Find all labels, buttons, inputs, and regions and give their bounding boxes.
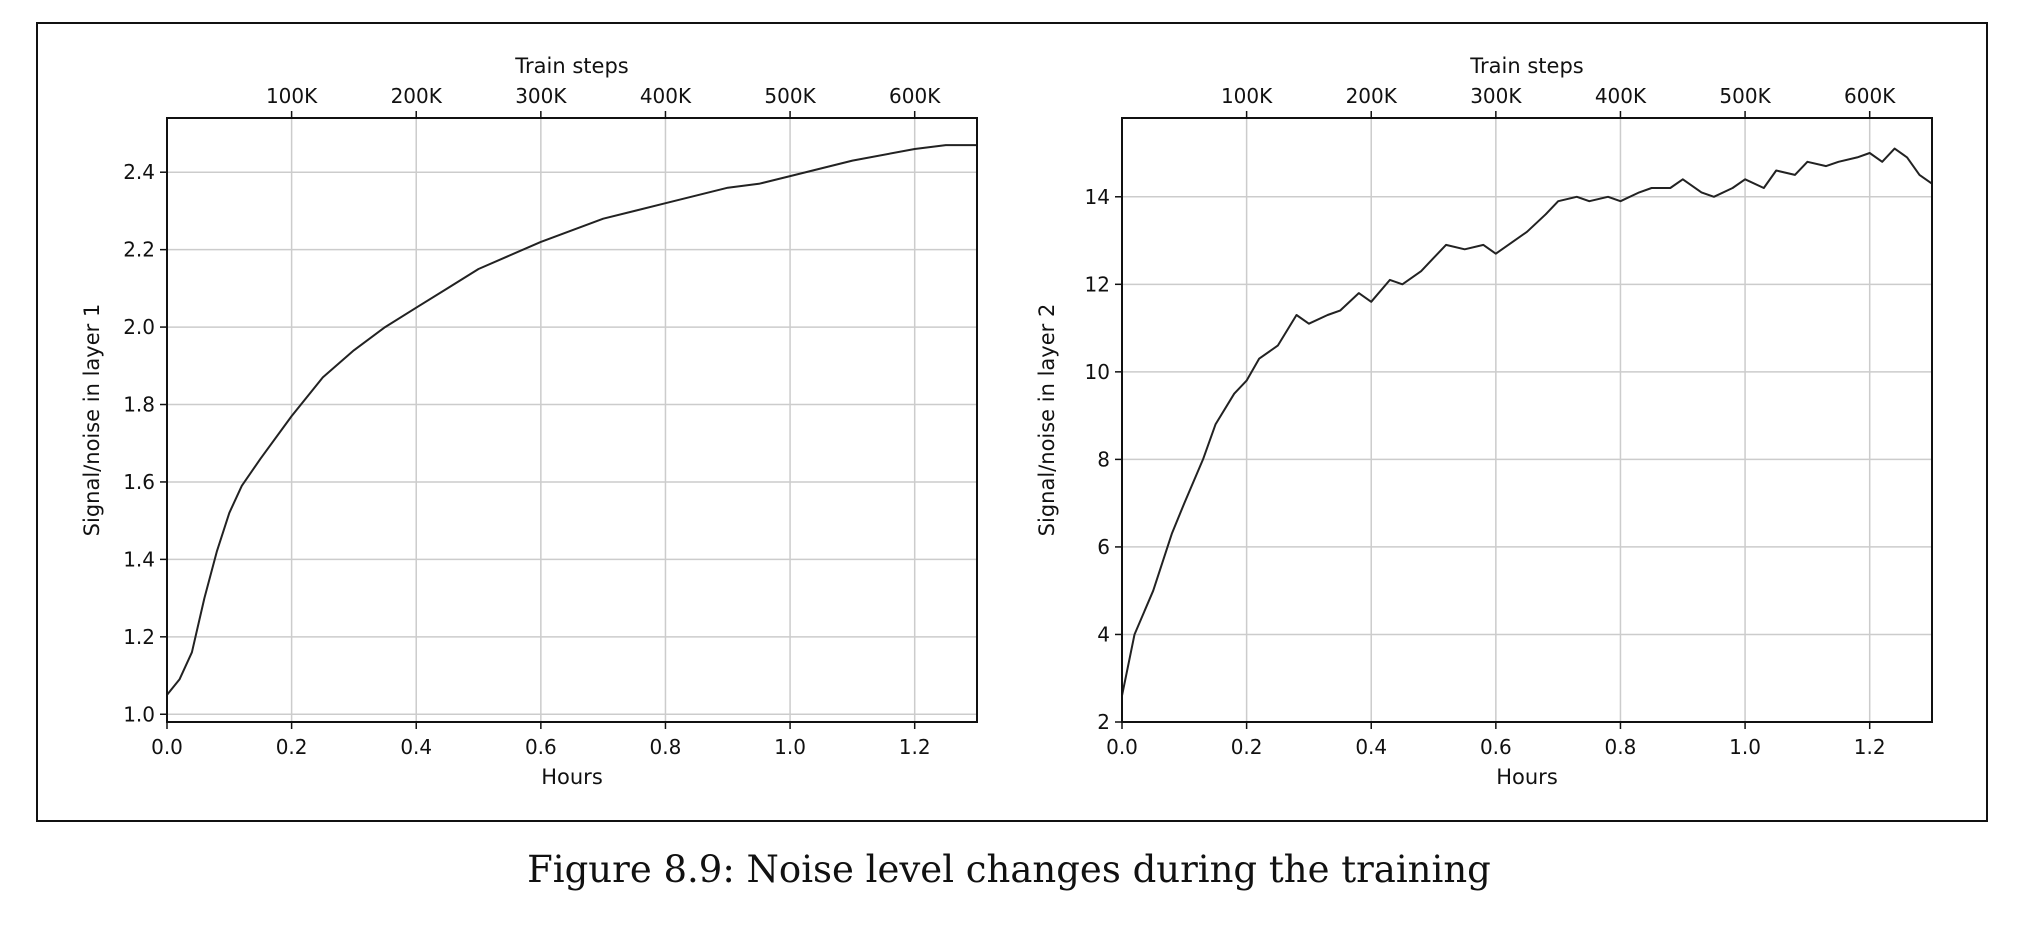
chart1-y-tick-label: 2.2 — [123, 238, 155, 262]
chart2-x-axis-label: Hours — [1496, 765, 1558, 789]
chart2-x-tick-label: 1.2 — [1854, 735, 1886, 759]
chart2-top-tick-label: 500K — [1719, 84, 1771, 108]
chart2-y-tick-label: 6 — [1097, 535, 1110, 559]
chart-layer-1: 0.0 0.2 0.4 0.6 0.8 1.0 1.2 1.0 1.2 1.4 1.6 1.8 2.0 2… — [80, 54, 978, 789]
chart1-x-tick-label: 1.2 — [899, 735, 931, 759]
chart2-x-tick-label: 0.2 — [1231, 735, 1263, 759]
chart2-top-tick-label: 400K — [1595, 84, 1647, 108]
chart2-y-tick-label: 10 — [1085, 360, 1110, 384]
chart2-x-tick-label: 1.0 — [1729, 735, 1761, 759]
figure-caption: Figure 8.9: Noise level changes during t… — [527, 848, 1491, 891]
chart1-top-axis-label: Train steps — [514, 54, 628, 78]
chart2-y-axis-label: Signal/noise in layer 2 — [1035, 304, 1059, 537]
chart1-y-tick-label: 1.2 — [123, 625, 155, 649]
chart1-top-tick-label: 300K — [515, 84, 567, 108]
chart2-plot-area — [1121, 117, 1933, 723]
chart2-x-tick-label: 0.6 — [1480, 735, 1512, 759]
chart1-top-tick-label: 200K — [391, 84, 443, 108]
chart2-y-tick-label: 14 — [1085, 185, 1110, 209]
chart2-top-tick-label: 100K — [1221, 84, 1273, 108]
chart1-x-tick-label: 0.4 — [400, 735, 432, 759]
chart2-x-tick-label: 0.4 — [1355, 735, 1387, 759]
chart1-x-tick-label: 0.0 — [151, 735, 183, 759]
chart2-top-axis-label: Train steps — [1469, 54, 1583, 78]
chart-layer-2: 0.0 0.2 0.4 0.6 0.8 1.0 1.2 2 4 6 8 10 12 14 100K 200K 3… — [1035, 54, 1933, 789]
chart1-x-tick-label: 0.8 — [650, 735, 682, 759]
chart2-x-tick-label: 0.0 — [1106, 735, 1138, 759]
chart2-y-tick-label: 12 — [1085, 272, 1110, 296]
chart1-x-tick-label: 1.0 — [774, 735, 806, 759]
figure-frame — [36, 22, 1988, 822]
chart2-series-line — [1121, 147, 1933, 696]
chart2-y-tick-label: 2 — [1097, 710, 1110, 734]
chart1-y-tick-label: 1.8 — [123, 393, 155, 417]
chart1-series-line — [166, 144, 977, 696]
chart1-x-axis-label: Hours — [541, 765, 603, 789]
chart2-x-tick-label: 0.8 — [1605, 735, 1637, 759]
chart1-y-tick-label: 1.4 — [123, 547, 155, 571]
chart1-x-tick-label: 0.2 — [276, 735, 308, 759]
chart1-y-tick-label: 2.4 — [123, 160, 155, 184]
chart1-y-tick-label: 2.0 — [123, 315, 155, 339]
chart2-top-tick-label: 200K — [1346, 84, 1398, 108]
chart1-top-tick-label: 600K — [889, 84, 941, 108]
chart1-top-tick-label: 500K — [764, 84, 816, 108]
chart1-plot-area — [166, 117, 978, 723]
chart1-top-tick-label: 400K — [640, 84, 692, 108]
chart2-top-tick-label: 600K — [1844, 84, 1896, 108]
chart1-y-axis-label: Signal/noise in layer 1 — [80, 304, 104, 537]
chart2-top-tick-label: 300K — [1470, 84, 1522, 108]
chart1-y-tick-label: 1.6 — [123, 470, 155, 494]
chart1-x-tick-label: 0.6 — [525, 735, 557, 759]
chart2-y-tick-label: 4 — [1097, 622, 1110, 646]
chart1-y-tick-label: 1.0 — [123, 702, 155, 726]
chart2-y-tick-label: 8 — [1097, 447, 1110, 471]
chart1-top-tick-label: 100K — [266, 84, 318, 108]
